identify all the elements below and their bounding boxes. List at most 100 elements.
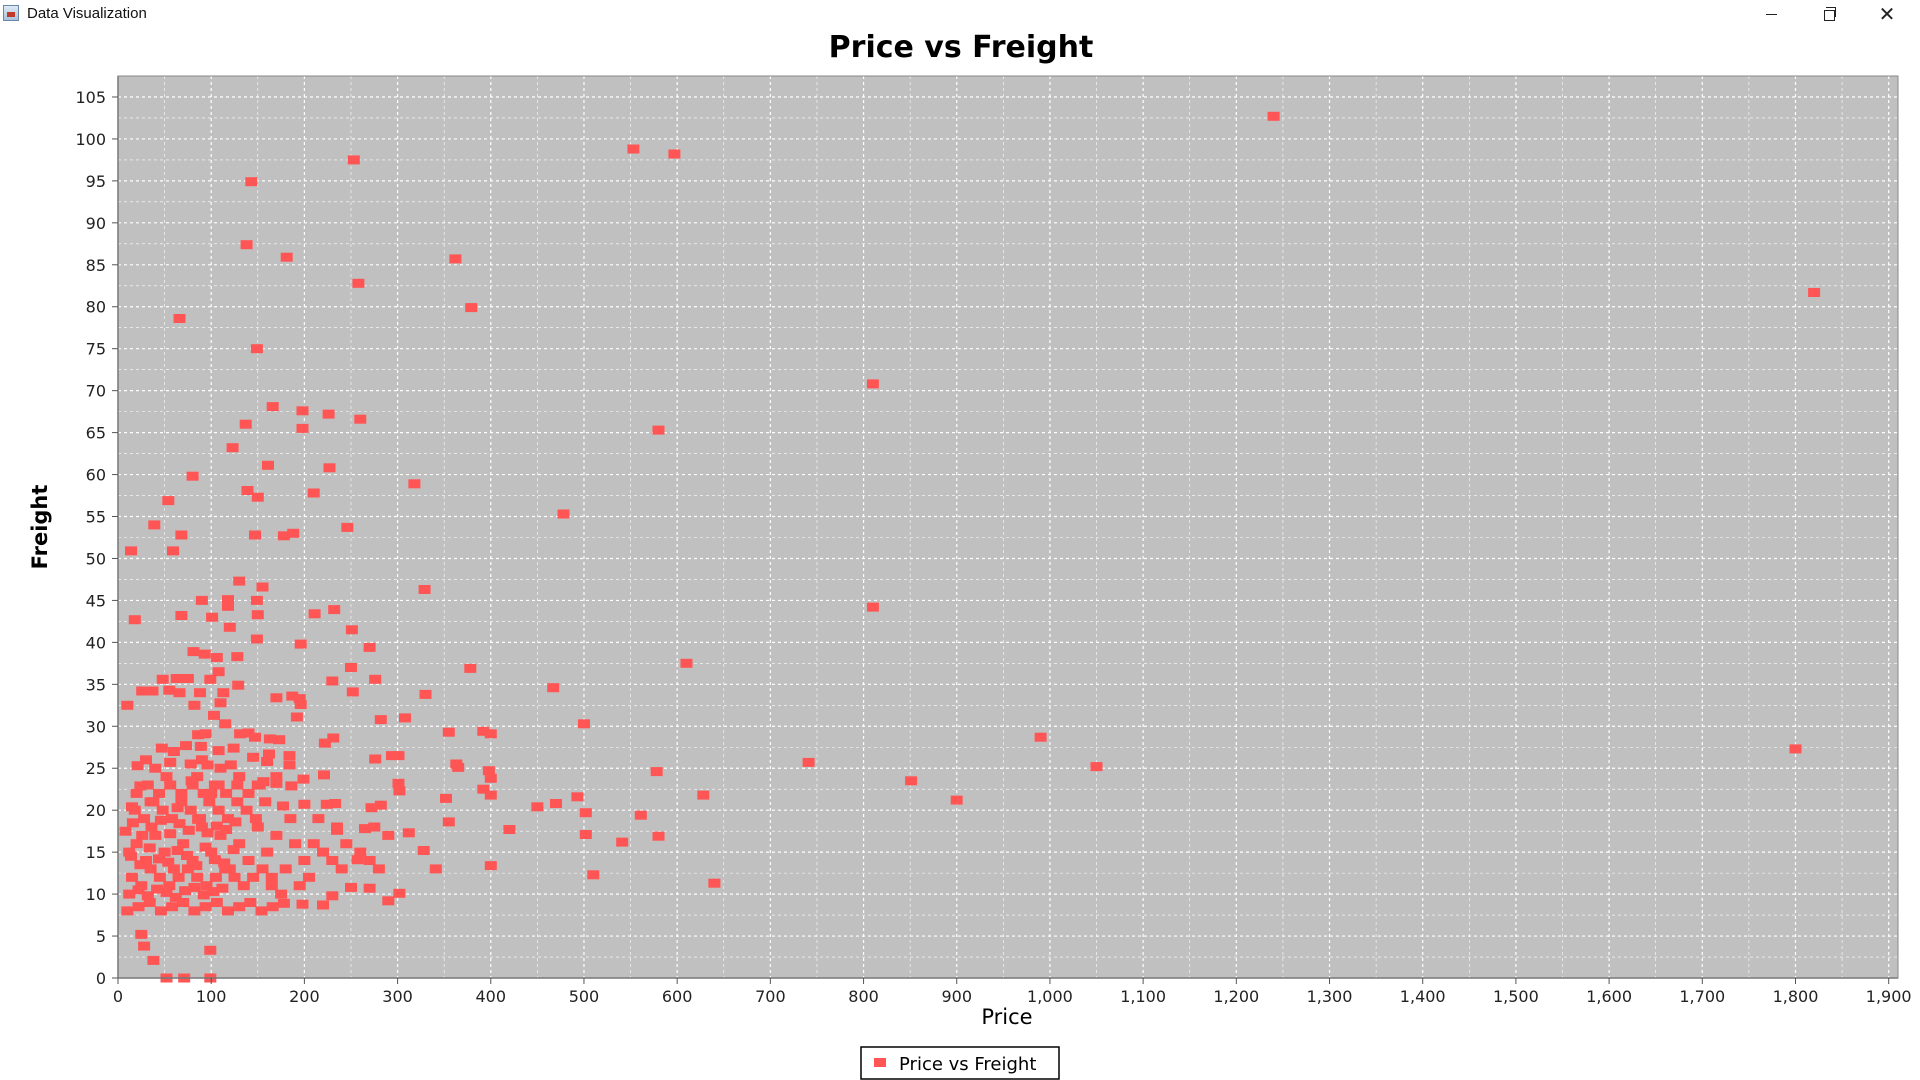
data-point [164, 757, 177, 767]
data-point [180, 741, 192, 751]
data-point [286, 691, 299, 701]
data-point [297, 774, 310, 784]
data-point [160, 887, 173, 897]
x-tick-label: 1,500 [1493, 987, 1539, 1006]
data-point [130, 839, 143, 849]
y-tick-label: 15 [86, 843, 106, 862]
data-point [368, 822, 381, 832]
data-point [294, 639, 307, 649]
y-tick-label: 40 [86, 633, 106, 652]
y-tick-label: 100 [75, 130, 106, 149]
data-point [329, 799, 342, 808]
data-point [239, 419, 252, 429]
data-point [557, 509, 570, 519]
data-point [392, 751, 405, 761]
data-point [261, 757, 274, 766]
data-point [138, 814, 151, 824]
data-point [587, 870, 600, 880]
data-point [214, 830, 227, 840]
data-point [177, 839, 190, 849]
data-point [126, 872, 138, 882]
data-point [140, 755, 152, 765]
data-point [198, 649, 211, 659]
data-point [402, 828, 415, 838]
data-point [187, 647, 200, 657]
data-point [440, 793, 452, 803]
data-point [210, 653, 223, 662]
data-point [214, 763, 227, 773]
data-point [341, 522, 354, 532]
x-tick-label: 1,900 [1866, 987, 1912, 1006]
data-point [296, 406, 309, 416]
data-point [190, 861, 203, 871]
data-point [179, 886, 192, 896]
data-point [216, 883, 229, 893]
x-tick-label: 300 [382, 987, 413, 1006]
data-point [347, 155, 360, 165]
data-point [465, 303, 478, 313]
close-icon: ✕ [1878, 2, 1896, 26]
data-point [167, 546, 179, 556]
chart-title: Price vs Freight [829, 30, 1094, 65]
data-point [144, 797, 157, 807]
data-point [135, 929, 148, 939]
data-point [171, 846, 184, 855]
data-point [181, 674, 194, 683]
data-point [312, 814, 325, 824]
y-tick-label: 60 [86, 466, 106, 485]
y-tick-label: 5 [96, 927, 106, 946]
java-app-icon [3, 5, 19, 21]
data-point [138, 941, 151, 951]
data-point [363, 883, 376, 893]
data-point [226, 443, 239, 453]
data-point [372, 864, 385, 874]
data-point [227, 845, 240, 855]
data-point [652, 831, 665, 841]
data-point [188, 882, 201, 892]
x-tick-label: 1,800 [1773, 987, 1819, 1006]
maximize-button[interactable] [1800, 0, 1858, 28]
x-axis-label: Price [981, 1005, 1032, 1029]
x-tick-label: 800 [848, 987, 879, 1006]
data-point [126, 818, 139, 828]
minimize-button[interactable] [1742, 0, 1800, 28]
data-point [293, 881, 306, 891]
data-point [320, 799, 333, 809]
data-point [205, 788, 218, 798]
data-point [346, 687, 359, 697]
data-point [369, 674, 382, 684]
data-point [153, 872, 166, 882]
x-tick-label: 0 [113, 987, 123, 1006]
x-tick-label: 1,100 [1120, 987, 1166, 1006]
data-point [399, 713, 411, 723]
y-tick-label: 70 [86, 382, 106, 401]
data-point [195, 595, 208, 605]
data-point [220, 825, 233, 834]
data-point [130, 788, 143, 798]
data-point [335, 864, 348, 874]
y-tick-label: 10 [86, 885, 106, 904]
data-point [708, 878, 721, 888]
data-point [199, 729, 212, 739]
data-point [184, 759, 197, 769]
data-point [251, 780, 264, 790]
data-point [234, 729, 247, 739]
close-button[interactable]: ✕ [1858, 0, 1916, 28]
data-point [484, 790, 497, 800]
data-point [212, 805, 225, 815]
data-point [164, 829, 177, 839]
data-point [277, 801, 289, 811]
data-point [153, 788, 165, 798]
data-point [298, 799, 311, 809]
data-point [208, 855, 221, 865]
data-point [125, 851, 137, 861]
data-point [449, 254, 462, 264]
data-point [317, 900, 329, 910]
y-tick-label: 0 [96, 969, 106, 988]
data-point [652, 425, 665, 435]
data-point [318, 738, 331, 748]
data-point [503, 825, 516, 834]
data-point [352, 278, 365, 288]
data-point [571, 792, 584, 802]
y-axis-label: Freight [28, 485, 52, 570]
